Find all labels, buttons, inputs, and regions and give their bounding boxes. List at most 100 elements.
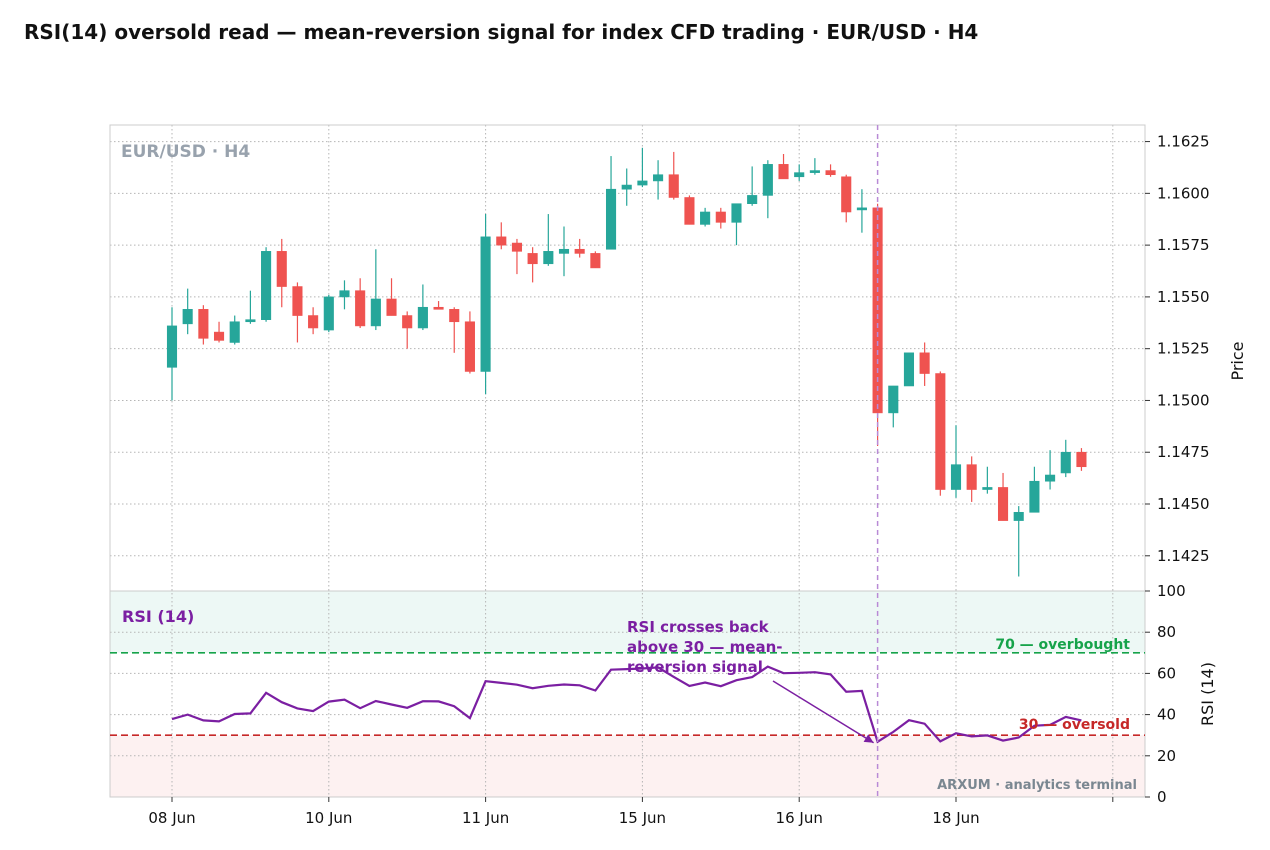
overbought-zone: [110, 591, 1145, 653]
candle: [261, 247, 272, 322]
candle: [1045, 450, 1056, 490]
candle: [825, 164, 836, 177]
annotation-arrowhead: [863, 734, 874, 743]
candle: [1013, 506, 1024, 577]
candle-body: [543, 251, 554, 265]
candle: [402, 311, 413, 349]
candle-body: [261, 251, 272, 320]
candle-body: [621, 184, 632, 190]
candle: [919, 342, 930, 386]
rsi-tick-label: 20: [1157, 747, 1176, 765]
candle: [997, 472, 1009, 521]
annotation-line: above 30 — mean-: [627, 638, 783, 656]
candle-body: [402, 315, 413, 329]
candle-body: [1060, 451, 1071, 474]
x-tick-label: 08 Jun: [148, 809, 195, 827]
candle: [668, 151, 679, 200]
candle-body: [433, 306, 444, 310]
candle-body: [950, 464, 962, 490]
rsi-tick-label: 40: [1157, 706, 1176, 724]
x-axis: 08 Jun 10 Jun 11 Jun 15 Jun 16 Jun 18 Jun: [148, 797, 1114, 827]
candle: [762, 160, 773, 219]
rsi-line: [171, 665, 1082, 744]
candle-body: [496, 236, 507, 246]
candle: [339, 280, 350, 310]
rsi-tick-label: 0: [1157, 788, 1167, 806]
candle-body: [653, 174, 664, 182]
candle-body: [966, 464, 977, 490]
candle-body: [417, 306, 428, 329]
candle: [856, 189, 867, 233]
candle: [605, 156, 617, 250]
annotation-arrow: [772, 680, 874, 744]
candle-body: [715, 211, 726, 223]
price-axis-label: Price: [1228, 341, 1247, 380]
candle-body: [888, 385, 899, 414]
candle: [292, 282, 303, 343]
x-tick-label: 11 Jun: [462, 809, 509, 827]
annotation-line: reversion signal: [627, 658, 763, 676]
candle: [370, 249, 381, 331]
grid: [110, 125, 1145, 798]
candle-body: [762, 164, 773, 196]
instrument-label: EUR/USD · H4: [121, 142, 250, 162]
candle-body: [872, 207, 883, 414]
candle: [1076, 448, 1087, 471]
candle-body: [1076, 451, 1087, 468]
candle: [982, 466, 993, 494]
candle-body: [778, 164, 789, 180]
candle-body: [919, 352, 930, 374]
candle-body: [308, 315, 319, 329]
candle-body: [464, 321, 475, 372]
candle-body: [558, 248, 570, 254]
candle-body: [527, 253, 538, 265]
candle: [433, 301, 444, 310]
price-tick-label: 1.1475: [1157, 443, 1210, 461]
candle: [511, 238, 523, 275]
candle: [621, 168, 632, 206]
price-tick-label: 1.1450: [1157, 495, 1210, 513]
candle-body: [809, 170, 820, 173]
x-tick-label: 15 Jun: [619, 809, 666, 827]
candle: [323, 294, 334, 333]
candle-body: [731, 203, 742, 223]
candle: [888, 385, 899, 428]
candle: [182, 288, 193, 335]
candle-body: [590, 253, 601, 269]
candle: [417, 284, 428, 331]
candle: [794, 164, 805, 181]
candle-body: [1013, 511, 1024, 521]
price-tick-label: 1.1550: [1157, 288, 1210, 306]
candle: [700, 207, 711, 227]
x-tick-label: 10 Jun: [305, 809, 352, 827]
candles: [166, 147, 1087, 577]
candle-body: [700, 211, 711, 225]
rsi-axis-label: RSI (14): [1198, 662, 1217, 726]
candle-body: [213, 331, 225, 341]
rsi-panel-label: RSI (14): [122, 607, 194, 626]
signal-annotation: RSI crosses back above 30 — mean-reversio…: [627, 618, 874, 744]
page-title: RSI(14) oversold read — mean-reversion s…: [24, 20, 979, 44]
watermark: ARXUM · analytics terminal: [937, 778, 1137, 793]
candle-body: [747, 195, 758, 205]
candle: [715, 207, 726, 229]
candle-body: [480, 236, 491, 372]
candle-body: [276, 251, 287, 287]
x-tick-label: 18 Jun: [932, 809, 979, 827]
candle-body: [903, 352, 915, 387]
candle-body: [229, 321, 240, 343]
candle-body: [684, 197, 695, 225]
candle-body: [339, 290, 350, 298]
candle: [308, 307, 319, 335]
candle: [213, 321, 225, 343]
candle-body: [1045, 474, 1056, 482]
price-tick-label: 1.1575: [1157, 236, 1210, 254]
price-axis: 1.1425 1.1450 1.1475 1.1500 1.1525 1.1550 1.15…: [1145, 133, 1210, 565]
candle-body: [370, 298, 381, 327]
candle-body: [825, 170, 836, 176]
candle: [464, 311, 475, 374]
rsi-panel-frame: [109, 590, 1146, 798]
rsi-tick-label: 60: [1157, 664, 1176, 682]
overbought-label: 70 — overbought: [995, 637, 1130, 653]
